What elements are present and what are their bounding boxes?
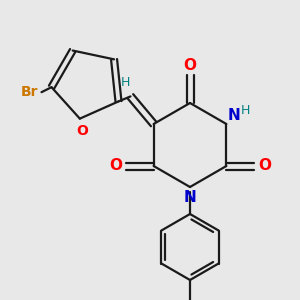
Text: O: O <box>76 124 88 138</box>
Text: N: N <box>184 190 196 205</box>
Text: O: O <box>184 58 196 73</box>
Text: H: H <box>241 103 250 116</box>
Text: Br: Br <box>21 85 38 99</box>
Text: H: H <box>121 76 130 89</box>
Text: N: N <box>228 109 241 124</box>
Text: O: O <box>109 158 122 173</box>
Text: O: O <box>258 158 271 173</box>
